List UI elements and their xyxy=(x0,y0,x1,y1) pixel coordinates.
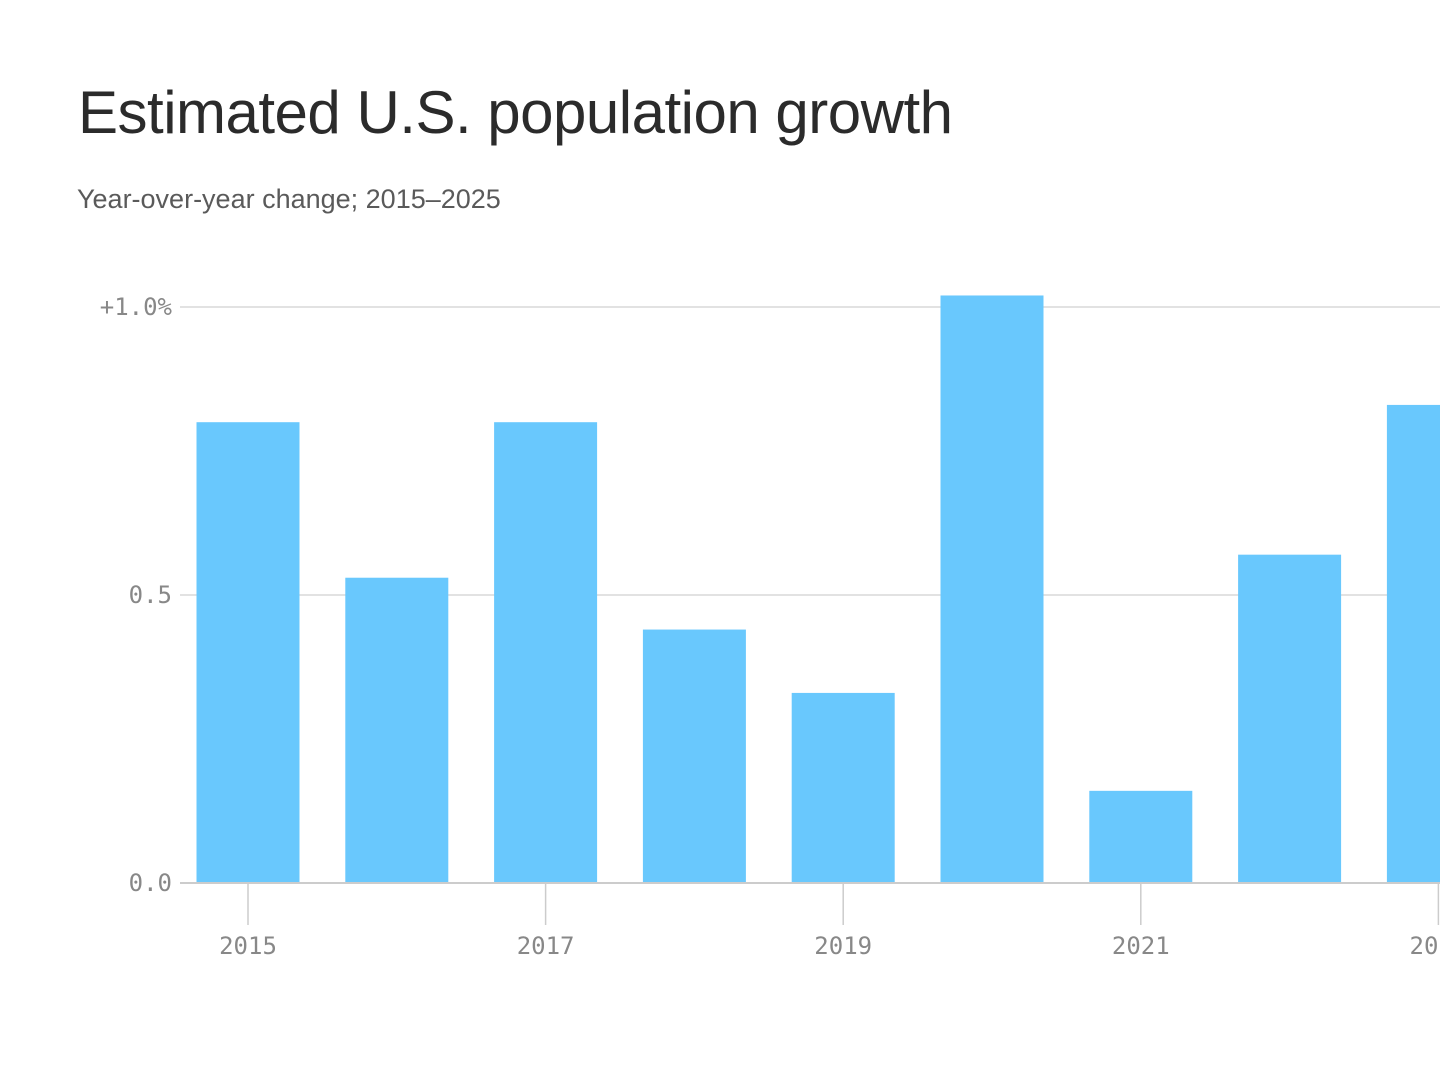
bar-2016 xyxy=(345,577,449,883)
bar-2015 xyxy=(196,422,300,883)
chart-subtitle: Year-over-year change; 2015–2025 xyxy=(77,184,501,214)
x-axis-labels: 2015 2017 2019 2021 2023 xyxy=(219,932,1440,960)
x-tick-label: 2021 xyxy=(1112,932,1170,960)
bar-2018 xyxy=(642,629,746,883)
x-tick-label: 2017 xyxy=(517,932,575,960)
y-tick-label: 0.5 xyxy=(129,581,172,609)
y-axis-labels: 0.0 0.5 +1.0% xyxy=(100,293,173,897)
y-tick-label: +1.0% xyxy=(100,293,173,321)
x-axis xyxy=(180,882,1440,925)
x-tick-label: 2019 xyxy=(814,932,872,960)
bar-2020 xyxy=(940,295,1044,884)
chart-title: Estimated U.S. population growth xyxy=(78,79,953,146)
x-tick-label: 2023 xyxy=(1410,932,1440,960)
bars xyxy=(196,295,1440,884)
bar-2017 xyxy=(494,422,598,883)
bar-2019 xyxy=(791,692,895,883)
y-tick-label: 0.0 xyxy=(129,869,172,897)
x-tick-label: 2015 xyxy=(219,932,277,960)
bar-2022 xyxy=(1238,554,1342,883)
gridlines xyxy=(180,306,1440,596)
bar-2023 xyxy=(1386,404,1440,883)
bar-2021 xyxy=(1089,790,1193,883)
